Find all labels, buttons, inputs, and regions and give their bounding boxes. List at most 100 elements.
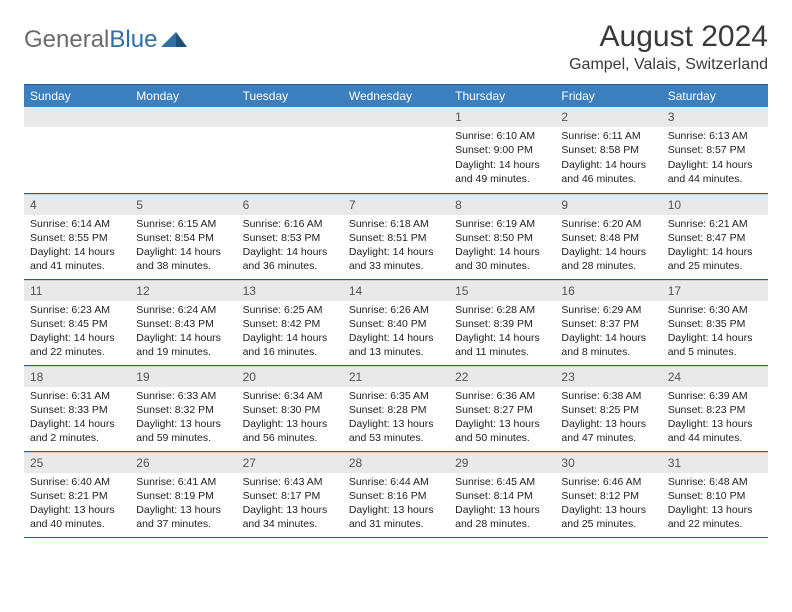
calendar-day-cell: 10Sunrise: 6:21 AMSunset: 8:47 PMDayligh… xyxy=(662,193,768,279)
day-content: Sunrise: 6:45 AMSunset: 8:14 PMDaylight:… xyxy=(449,473,555,536)
sunset-text: Sunset: 8:51 PM xyxy=(349,231,443,245)
day-number: 18 xyxy=(24,366,130,387)
calendar-day-cell: 3Sunrise: 6:13 AMSunset: 8:57 PMDaylight… xyxy=(662,107,768,193)
daylight-text: Daylight: 14 hours and 11 minutes. xyxy=(455,331,549,359)
day-number: 19 xyxy=(130,366,236,387)
day-number-empty xyxy=(24,107,130,127)
day-content: Sunrise: 6:35 AMSunset: 8:28 PMDaylight:… xyxy=(343,387,449,450)
daylight-text: Daylight: 14 hours and 13 minutes. xyxy=(349,331,443,359)
calendar-day-cell: 26Sunrise: 6:41 AMSunset: 8:19 PMDayligh… xyxy=(130,451,236,537)
daylight-text: Daylight: 14 hours and 41 minutes. xyxy=(30,245,124,273)
sunset-text: Sunset: 8:17 PM xyxy=(243,489,337,503)
sunset-text: Sunset: 8:43 PM xyxy=(136,317,230,331)
day-number: 9 xyxy=(555,194,661,215)
sunrise-text: Sunrise: 6:18 AM xyxy=(349,217,443,231)
calendar-day-cell: 8Sunrise: 6:19 AMSunset: 8:50 PMDaylight… xyxy=(449,193,555,279)
day-content: Sunrise: 6:43 AMSunset: 8:17 PMDaylight:… xyxy=(237,473,343,536)
daylight-text: Daylight: 13 hours and 25 minutes. xyxy=(561,503,655,531)
daylight-text: Daylight: 14 hours and 46 minutes. xyxy=(561,158,655,186)
daylight-text: Daylight: 13 hours and 50 minutes. xyxy=(455,417,549,445)
logo-triangle-icon xyxy=(161,26,187,54)
sunrise-text: Sunrise: 6:35 AM xyxy=(349,389,443,403)
day-content: Sunrise: 6:13 AMSunset: 8:57 PMDaylight:… xyxy=(662,127,768,190)
daylight-text: Daylight: 14 hours and 28 minutes. xyxy=(561,245,655,273)
daylight-text: Daylight: 14 hours and 2 minutes. xyxy=(30,417,124,445)
calendar-day-cell: 5Sunrise: 6:15 AMSunset: 8:54 PMDaylight… xyxy=(130,193,236,279)
calendar-week-row: 11Sunrise: 6:23 AMSunset: 8:45 PMDayligh… xyxy=(24,279,768,365)
daylight-text: Daylight: 14 hours and 19 minutes. xyxy=(136,331,230,359)
daylight-text: Daylight: 13 hours and 56 minutes. xyxy=(243,417,337,445)
logo-text-1: General xyxy=(24,26,109,54)
day-number: 12 xyxy=(130,280,236,301)
day-content: Sunrise: 6:44 AMSunset: 8:16 PMDaylight:… xyxy=(343,473,449,536)
calendar-week-row: 1Sunrise: 6:10 AMSunset: 9:00 PMDaylight… xyxy=(24,107,768,193)
weekday-header: Friday xyxy=(555,85,661,108)
calendar-day-cell: 19Sunrise: 6:33 AMSunset: 8:32 PMDayligh… xyxy=(130,365,236,451)
sunrise-text: Sunrise: 6:24 AM xyxy=(136,303,230,317)
sunset-text: Sunset: 8:47 PM xyxy=(668,231,762,245)
daylight-text: Daylight: 13 hours and 40 minutes. xyxy=(30,503,124,531)
day-number: 27 xyxy=(237,452,343,473)
daylight-text: Daylight: 14 hours and 33 minutes. xyxy=(349,245,443,273)
day-number: 25 xyxy=(24,452,130,473)
day-content: Sunrise: 6:25 AMSunset: 8:42 PMDaylight:… xyxy=(237,301,343,364)
day-content: Sunrise: 6:48 AMSunset: 8:10 PMDaylight:… xyxy=(662,473,768,536)
calendar-day-cell: 22Sunrise: 6:36 AMSunset: 8:27 PMDayligh… xyxy=(449,365,555,451)
sunset-text: Sunset: 8:16 PM xyxy=(349,489,443,503)
weekday-header: Saturday xyxy=(662,85,768,108)
sunset-text: Sunset: 8:32 PM xyxy=(136,403,230,417)
day-content: Sunrise: 6:19 AMSunset: 8:50 PMDaylight:… xyxy=(449,215,555,278)
calendar-day-cell: 18Sunrise: 6:31 AMSunset: 8:33 PMDayligh… xyxy=(24,365,130,451)
sunrise-text: Sunrise: 6:48 AM xyxy=(668,475,762,489)
day-content: Sunrise: 6:41 AMSunset: 8:19 PMDaylight:… xyxy=(130,473,236,536)
calendar-day-cell xyxy=(130,107,236,193)
day-number: 24 xyxy=(662,366,768,387)
day-content: Sunrise: 6:40 AMSunset: 8:21 PMDaylight:… xyxy=(24,473,130,536)
daylight-text: Daylight: 13 hours and 59 minutes. xyxy=(136,417,230,445)
day-number: 22 xyxy=(449,366,555,387)
sunset-text: Sunset: 8:28 PM xyxy=(349,403,443,417)
sunrise-text: Sunrise: 6:29 AM xyxy=(561,303,655,317)
sunset-text: Sunset: 8:30 PM xyxy=(243,403,337,417)
sunset-text: Sunset: 8:39 PM xyxy=(455,317,549,331)
daylight-text: Daylight: 14 hours and 5 minutes. xyxy=(668,331,762,359)
calendar-day-cell: 7 Sunrise: 6:18 AMSunset: 8:51 PMDaylight… xyxy=(343,193,449,279)
daylight-text: Daylight: 13 hours and 28 minutes. xyxy=(455,503,549,531)
day-number: 7 xyxy=(343,194,449,215)
day-content: Sunrise: 6:34 AMSunset: 8:30 PMDaylight:… xyxy=(237,387,343,450)
sunrise-text: Sunrise: 6:28 AM xyxy=(455,303,549,317)
sunrise-text: Sunrise: 6:26 AM xyxy=(349,303,443,317)
month-title: August 2024 xyxy=(569,20,768,54)
sunrise-text: Sunrise: 6:13 AM xyxy=(668,129,762,143)
day-number: 3 xyxy=(662,107,768,127)
sunrise-text: Sunrise: 6:15 AM xyxy=(136,217,230,231)
location-text: Gampel, Valais, Switzerland xyxy=(569,56,768,74)
day-content: Sunrise: 6:29 AMSunset: 8:37 PMDaylight:… xyxy=(555,301,661,364)
day-number: 4 xyxy=(24,194,130,215)
calendar-day-cell: 29Sunrise: 6:45 AMSunset: 8:14 PMDayligh… xyxy=(449,451,555,537)
sunset-text: Sunset: 8:19 PM xyxy=(136,489,230,503)
sunset-text: Sunset: 8:48 PM xyxy=(561,231,655,245)
calendar-day-cell: 17Sunrise: 6:30 AMSunset: 8:35 PMDayligh… xyxy=(662,279,768,365)
day-content: Sunrise: 6:10 AMSunset: 9:00 PMDaylight:… xyxy=(449,127,555,190)
calendar-week-row: 25Sunrise: 6:40 AMSunset: 8:21 PMDayligh… xyxy=(24,451,768,537)
sunrise-text: Sunrise: 6:21 AM xyxy=(668,217,762,231)
calendar-day-cell: 13Sunrise: 6:25 AMSunset: 8:42 PMDayligh… xyxy=(237,279,343,365)
day-number: 28 xyxy=(343,452,449,473)
sunset-text: Sunset: 9:00 PM xyxy=(455,143,549,157)
sunrise-text: Sunrise: 6:16 AM xyxy=(243,217,337,231)
daylight-text: Daylight: 14 hours and 22 minutes. xyxy=(30,331,124,359)
calendar-day-cell: 28Sunrise: 6:44 AMSunset: 8:16 PMDayligh… xyxy=(343,451,449,537)
sunset-text: Sunset: 8:55 PM xyxy=(30,231,124,245)
calendar-day-cell: 24Sunrise: 6:39 AMSunset: 8:23 PMDayligh… xyxy=(662,365,768,451)
day-number: 6 xyxy=(237,194,343,215)
sunrise-text: Sunrise: 6:30 AM xyxy=(668,303,762,317)
sunset-text: Sunset: 8:54 PM xyxy=(136,231,230,245)
daylight-text: Daylight: 13 hours and 47 minutes. xyxy=(561,417,655,445)
day-content: Sunrise: 6:11 AMSunset: 8:58 PMDaylight:… xyxy=(555,127,661,190)
day-content: Sunrise: 6:14 AMSunset: 8:55 PMDaylight:… xyxy=(24,215,130,278)
weekday-header: Tuesday xyxy=(237,85,343,108)
day-number: 16 xyxy=(555,280,661,301)
day-number-empty xyxy=(130,107,236,127)
calendar-day-cell: 14Sunrise: 6:26 AMSunset: 8:40 PMDayligh… xyxy=(343,279,449,365)
